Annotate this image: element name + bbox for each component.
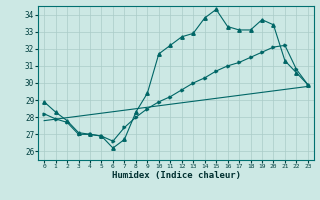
X-axis label: Humidex (Indice chaleur): Humidex (Indice chaleur) — [111, 171, 241, 180]
